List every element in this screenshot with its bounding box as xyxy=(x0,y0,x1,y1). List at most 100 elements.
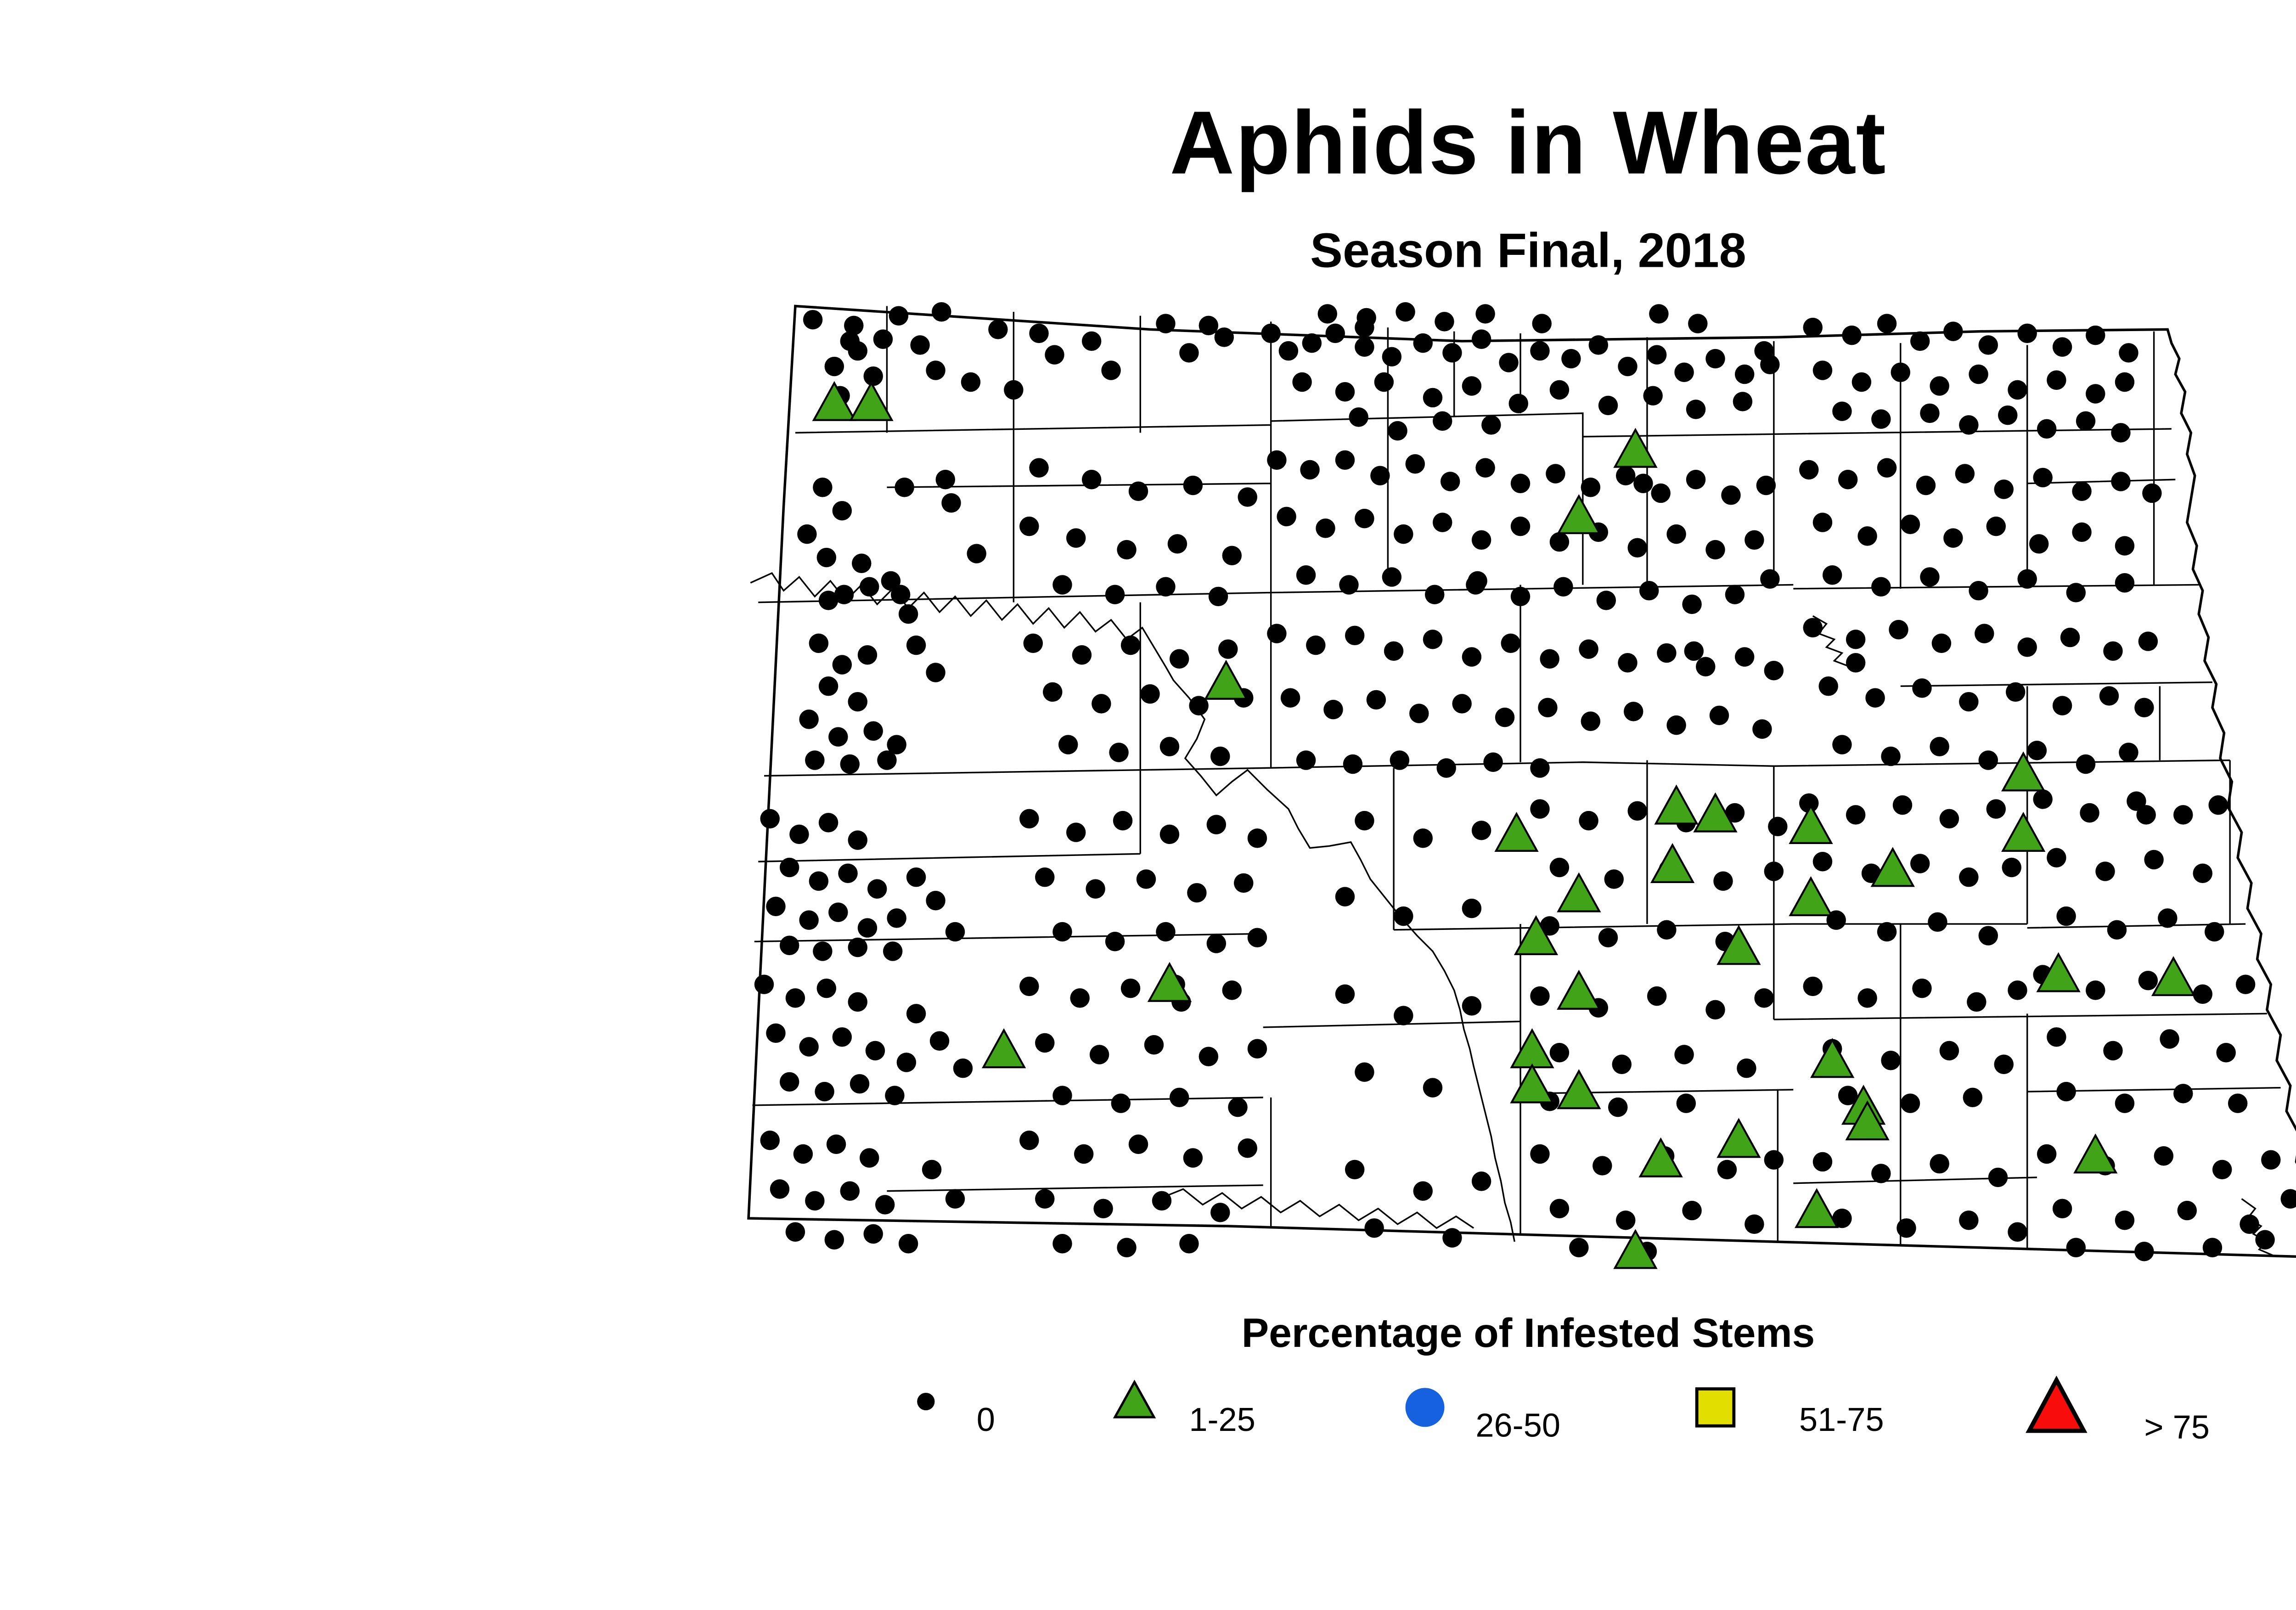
survey-dot-0pct xyxy=(1355,337,1374,357)
survey-dot-0pct xyxy=(1530,341,1550,361)
survey-dot-0pct xyxy=(2047,370,2066,390)
survey-dot-0pct xyxy=(2111,472,2131,491)
survey-dot-0pct xyxy=(1988,1167,2008,1188)
survey-dot-0pct xyxy=(1052,1086,1072,1105)
survey-dot-0pct xyxy=(1325,323,1345,343)
survey-dot-0pct xyxy=(1390,750,1410,770)
survey-dot-0pct xyxy=(967,544,986,563)
survey-dot-0pct xyxy=(1510,516,1531,536)
survey-dot-0pct xyxy=(1616,466,1636,485)
survey-dot-0pct xyxy=(2072,522,2092,542)
survey-dot-0pct xyxy=(1081,470,1102,490)
survey-dot-0pct xyxy=(889,306,909,326)
survey-dot-0pct xyxy=(857,918,878,938)
survey-dot-0pct xyxy=(1070,988,1090,1008)
survey-dot-0pct xyxy=(1302,333,1322,353)
survey-dot-0pct xyxy=(1994,479,2014,499)
survey-dot-0pct xyxy=(766,896,786,917)
survey-dot-0pct xyxy=(2204,922,2224,942)
survey-dot-0pct xyxy=(1035,1033,1055,1053)
survey-dot-0pct xyxy=(1838,470,1858,490)
survey-dot-0pct xyxy=(1682,594,1702,614)
survey-dot-0pct xyxy=(2280,1189,2296,1209)
survey-dot-0pct xyxy=(1734,647,1755,667)
survey-dot-0pct xyxy=(860,1148,879,1168)
survey-dot-0pct xyxy=(1117,540,1137,560)
survey-dot-0pct xyxy=(809,871,829,891)
survey-dot-0pct xyxy=(2037,1144,2057,1164)
survey-dot-0pct xyxy=(875,1195,895,1215)
survey-dot-0pct xyxy=(1199,1047,1219,1066)
survey-dot-0pct xyxy=(1871,409,1891,429)
survey-dot-0pct xyxy=(1657,643,1677,663)
survey-dot-0pct xyxy=(896,1053,917,1072)
survey-dot-0pct xyxy=(1799,793,1819,813)
survey-dot-0pct xyxy=(1374,372,1394,392)
survey-dot-0pct xyxy=(1144,1035,1164,1055)
survey-dot-0pct xyxy=(1199,315,1219,336)
survey-dot-0pct xyxy=(1643,386,1663,405)
survey-triangle-1-25pct xyxy=(1510,1063,1554,1103)
survey-dot-0pct xyxy=(1754,341,1774,361)
survey-dot-0pct xyxy=(1930,737,1949,757)
survey-dot-0pct xyxy=(1208,586,1228,607)
survey-dot-0pct xyxy=(2103,1041,2123,1061)
survey-dot-0pct xyxy=(1339,575,1359,595)
survey-dot-0pct xyxy=(1029,323,1049,343)
survey-dot-0pct xyxy=(1382,347,1402,367)
survey-dot-0pct xyxy=(1530,1144,1550,1164)
survey-dot-0pct xyxy=(1413,828,1433,848)
survey-dot-0pct xyxy=(805,1191,825,1211)
survey-dot-0pct xyxy=(906,867,926,887)
survey-dot-0pct xyxy=(1540,916,1559,936)
survey-dot-0pct xyxy=(1978,335,1998,355)
survey-dot-0pct xyxy=(1510,586,1531,607)
survey-dot-0pct xyxy=(2033,467,2053,488)
blue-circle-icon xyxy=(1405,1388,1445,1427)
survey-dot-0pct xyxy=(1721,485,1741,505)
survey-dot-0pct xyxy=(1871,1164,1891,1183)
survey-dot-0pct xyxy=(1561,349,1581,369)
survey-dot-0pct xyxy=(1986,516,2006,536)
survey-dot-0pct xyxy=(826,1134,846,1154)
survey-dot-0pct xyxy=(1705,349,1725,369)
survey-dot-0pct xyxy=(1725,585,1745,604)
survey-dot-0pct xyxy=(1920,403,1940,423)
survey-dot-0pct xyxy=(1043,682,1063,702)
survey-dot-0pct xyxy=(1508,394,1529,413)
survey-dot-0pct xyxy=(2115,372,2135,392)
survey-triangle-1-25pct xyxy=(849,381,894,421)
survey-dot-0pct xyxy=(1267,624,1287,643)
survey-dot-0pct xyxy=(1481,415,1501,435)
survey-points-layer xyxy=(754,302,2296,1269)
survey-dot-0pct xyxy=(799,709,819,729)
survey-dot-0pct xyxy=(1931,633,1952,653)
legend-item-1-25: 1-25 xyxy=(1109,1368,1255,1447)
survey-dot-0pct xyxy=(2076,411,2096,431)
survey-triangle-1-25pct xyxy=(1514,915,1559,956)
survey-dot-0pct xyxy=(1159,824,1180,844)
survey-dot-0pct xyxy=(1896,1218,1916,1238)
survey-dot-0pct xyxy=(1588,335,1609,355)
survey-dot-0pct xyxy=(779,935,799,956)
survey-dot-0pct xyxy=(1136,869,1156,889)
survey-dot-0pct xyxy=(1267,450,1287,470)
survey-dot-0pct xyxy=(1436,758,1456,778)
survey-dot-0pct xyxy=(1832,735,1852,754)
survey-dot-0pct xyxy=(2029,534,2049,554)
survey-dot-0pct xyxy=(857,645,878,665)
survey-dot-0pct xyxy=(887,735,906,754)
survey-triangle-1-25pct xyxy=(1795,1188,1839,1228)
survey-dot-0pct xyxy=(1023,633,1043,653)
survey-dot-0pct xyxy=(1532,314,1552,333)
survey-dot-0pct xyxy=(785,1222,805,1242)
survey-dot-0pct xyxy=(1754,988,1774,1008)
survey-dot-0pct xyxy=(1959,692,1979,712)
green-triangle-icon xyxy=(1113,1379,1156,1419)
survey-triangle-1-25pct xyxy=(812,381,856,421)
survey-dot-0pct xyxy=(838,863,858,883)
legend-item-0: 0 xyxy=(908,1368,995,1447)
survey-dot-0pct xyxy=(1612,1054,1632,1074)
survey-dot-0pct xyxy=(2208,795,2228,815)
